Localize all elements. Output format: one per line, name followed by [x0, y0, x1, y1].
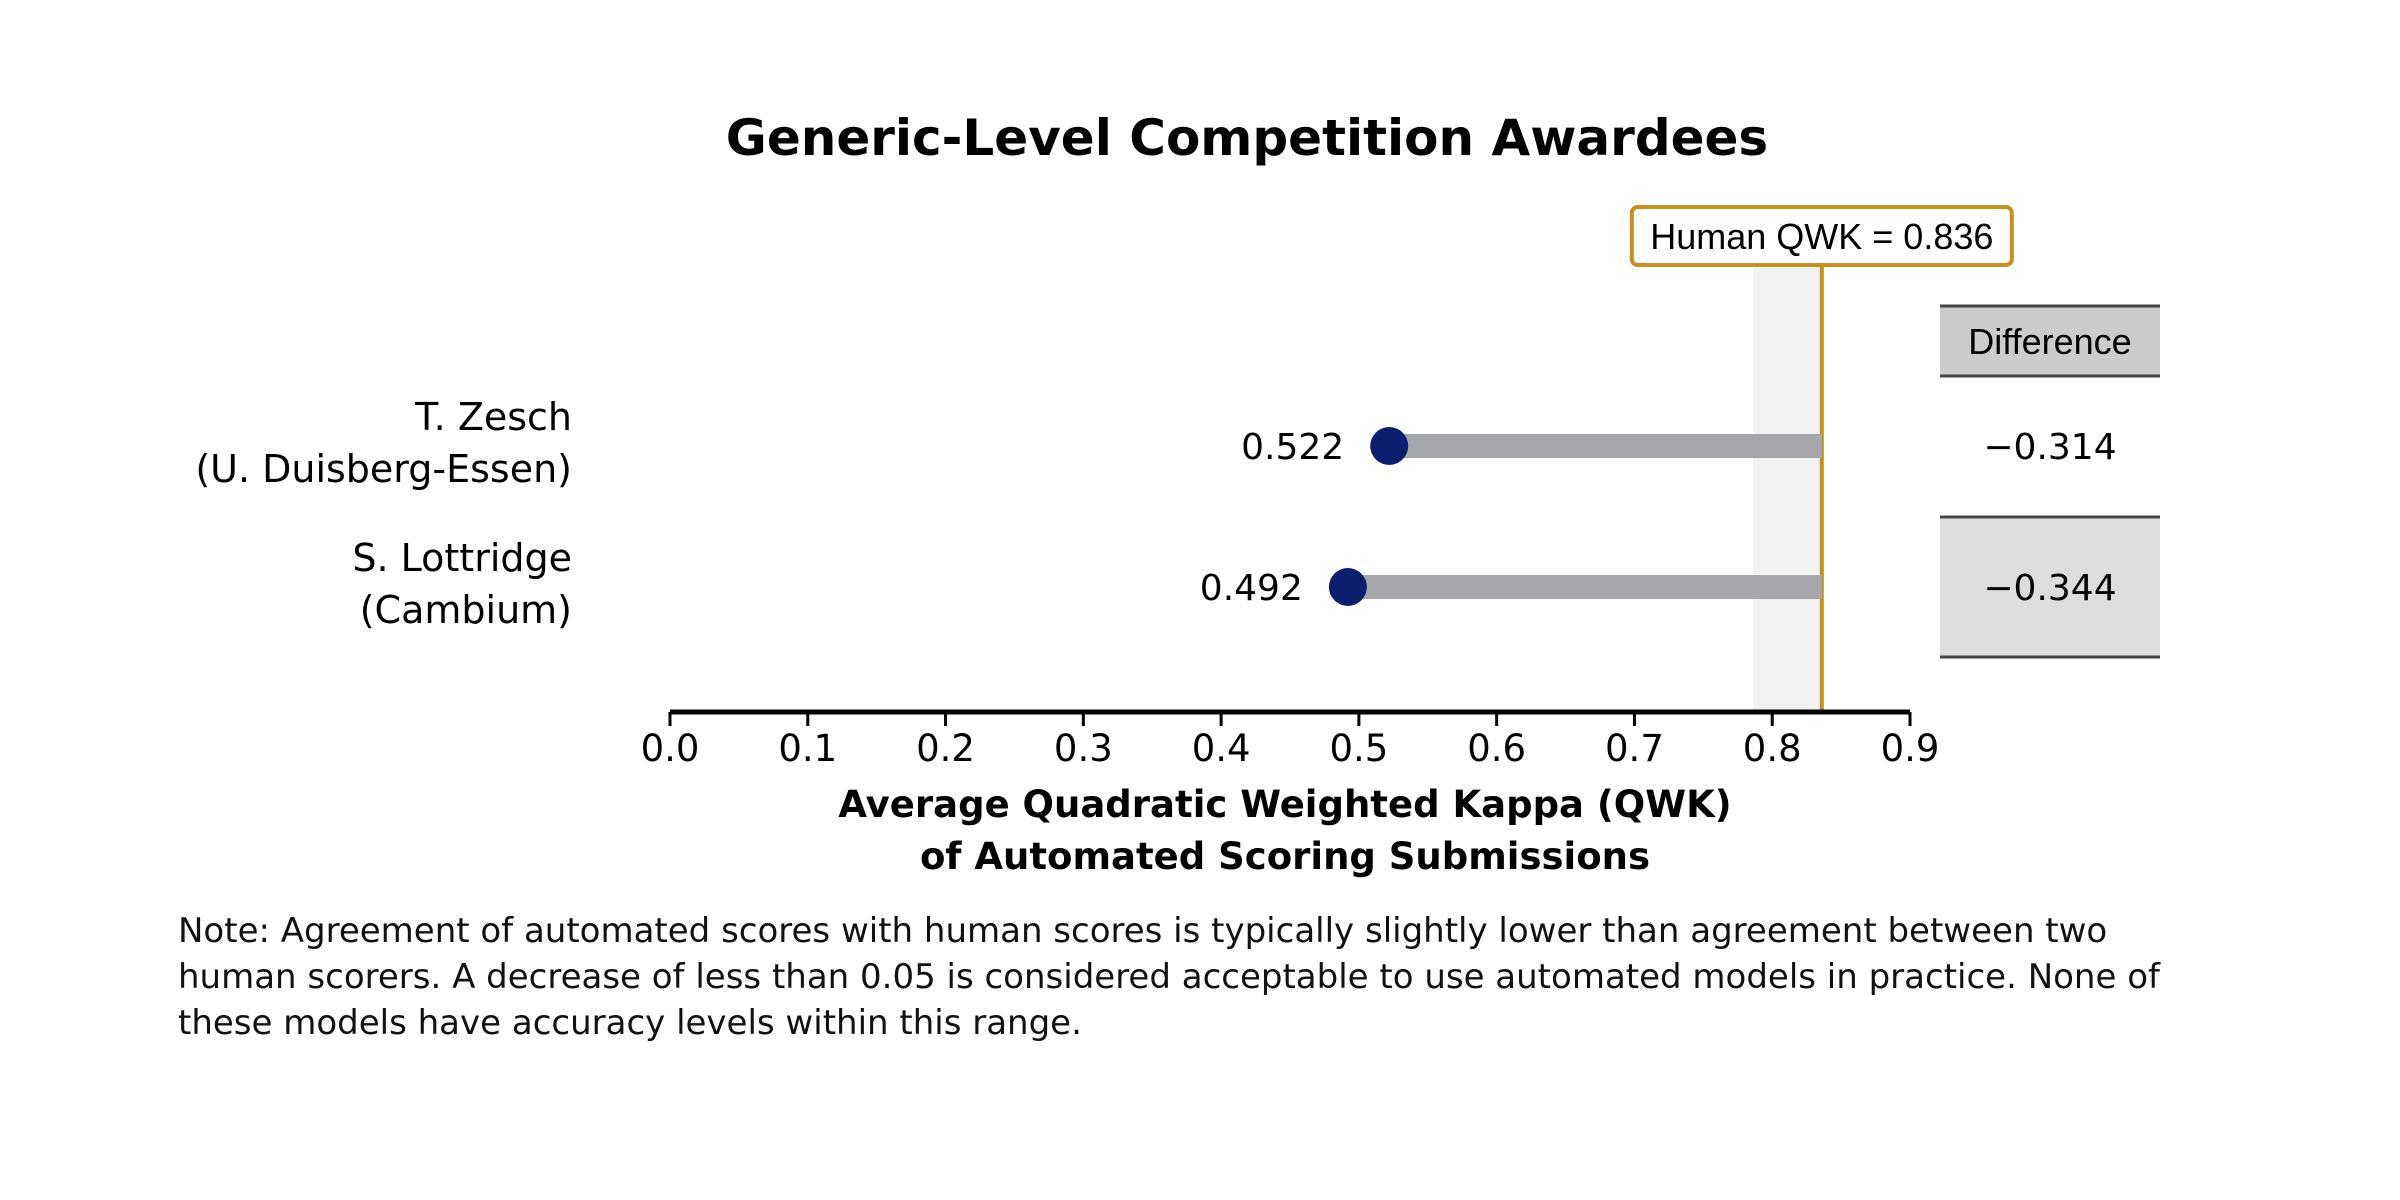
x-tick-label: 0.0: [641, 727, 700, 770]
x-tick-label: 0.8: [1743, 727, 1802, 770]
x-tick-label: 0.9: [1881, 727, 1940, 770]
x-axis-label-line-2: of Automated Scoring Submissions: [920, 835, 1650, 878]
value-label: 0.492: [1200, 568, 1303, 609]
difference-value: −0.344: [1983, 568, 2116, 609]
difference-header-cell: [1940, 306, 2160, 376]
x-tick-label: 0.3: [1054, 727, 1113, 770]
chart-title: Generic-Level Competition Awardees: [726, 109, 1768, 167]
value-label: 0.522: [1241, 427, 1344, 468]
x-axis: 0.0 0.1 0.2 0.3 0.4 0.5 0.6 0.7 0.8 0.9: [641, 709, 1940, 770]
plot-rows: 0.522 T. Zesch (U. Duisberg-Essen) 0.492 S. …: [195, 395, 1822, 632]
difference-alt-row: [1940, 517, 2160, 657]
x-tick-label: 0.2: [916, 727, 975, 770]
x-tick-label: 0.1: [778, 727, 837, 770]
data-point: [1328, 568, 1367, 606]
difference-header: Difference: [1968, 321, 2131, 362]
row-label-affiliation: (U. Duisberg-Essen): [195, 447, 572, 491]
x-tick-label: 0.7: [1605, 727, 1664, 770]
x-tick-label: 0.4: [1192, 727, 1251, 770]
data-point: [1370, 427, 1409, 465]
row-label-name: S. Lottridge: [352, 536, 572, 580]
row-label-name: T. Zesch: [414, 395, 572, 439]
row-label-affiliation: (Cambium): [360, 588, 572, 632]
x-axis-label-line-1: Average Quadratic Weighted Kappa (QWK): [838, 783, 1731, 826]
x-tick-label: 0.6: [1467, 727, 1526, 770]
difference-table: Difference −0.314 −0.344: [1940, 304, 2160, 659]
reference-label: Human QWK = 0.836: [1650, 216, 1993, 257]
x-tick-label: 0.5: [1329, 727, 1388, 770]
difference-value: −0.314: [1983, 427, 2116, 468]
reference-band: [1752, 268, 1822, 712]
footnote: Note: Agreement of automated scores with…: [178, 911, 2160, 1043]
reference-label-box: [1629, 205, 2014, 267]
